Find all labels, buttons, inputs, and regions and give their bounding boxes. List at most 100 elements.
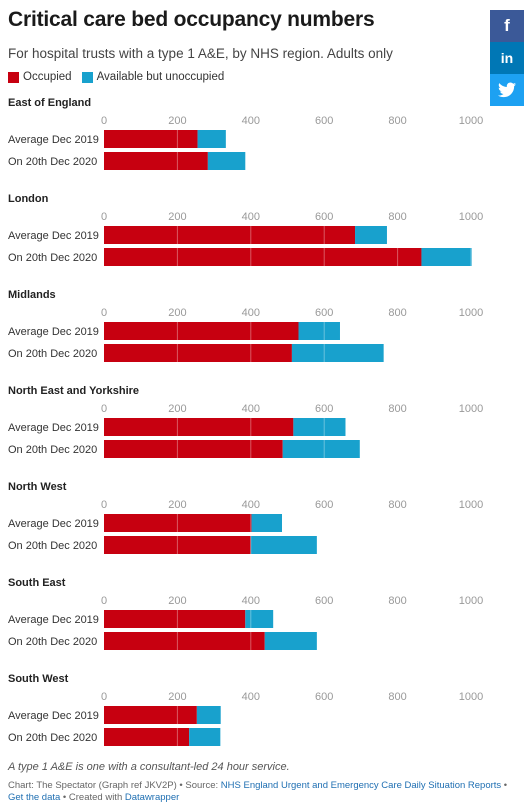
linkedin-icon: in xyxy=(500,50,514,66)
bar-available-south-east-1 xyxy=(264,632,317,650)
tick-label-south-east-400: 400 xyxy=(242,595,260,607)
chart-credits: Chart: The Spectator (Graph ref JKV2P) •… xyxy=(8,780,513,804)
tick-label-east-of-england-1000: 1000 xyxy=(459,115,483,127)
bar-occupied-south-east-1 xyxy=(104,632,265,650)
tick-label-south-east-600: 600 xyxy=(315,595,333,607)
tick-label-south-west-400: 400 xyxy=(242,691,260,703)
tick-label-midlands-1000: 1000 xyxy=(459,307,483,319)
tick-label-east-of-england-800: 800 xyxy=(388,115,406,127)
credit-chart: Chart: The Spectator (Graph ref JKV2P) •… xyxy=(8,780,221,791)
bar-occupied-midlands-0 xyxy=(104,322,299,340)
panel-title-london: London xyxy=(8,193,49,205)
tick-label-south-west-0: 0 xyxy=(101,691,107,703)
bar-available-midlands-0 xyxy=(298,322,340,340)
bar-available-south-west-1 xyxy=(189,728,221,746)
row-label-london-1: On 20th Dec 2020 xyxy=(8,252,97,264)
bar-occupied-south-east-0 xyxy=(104,610,246,628)
bar-occupied-east-of-england-0 xyxy=(104,130,198,148)
tick-label-north-east-and-yorkshire-1000: 1000 xyxy=(459,403,483,415)
row-label-south-east-0: Average Dec 2019 xyxy=(8,614,99,626)
bar-available-london-0 xyxy=(355,226,387,244)
tick-label-london-400: 400 xyxy=(242,211,260,223)
facebook-share-button[interactable]: f xyxy=(490,10,524,42)
tick-label-midlands-800: 800 xyxy=(388,307,406,319)
credit-created: • Created with xyxy=(60,792,125,803)
bar-available-north-east-and-yorkshire-1 xyxy=(282,440,360,458)
bar-occupied-east-of-england-1 xyxy=(104,152,208,170)
tick-label-north-east-and-yorkshire-0: 0 xyxy=(101,403,107,415)
legend-swatch-occupied xyxy=(8,71,19,83)
tick-label-north-east-and-yorkshire-800: 800 xyxy=(388,403,406,415)
tick-label-east-of-england-600: 600 xyxy=(315,115,333,127)
legend: Occupied Available but unoccupied xyxy=(8,71,234,83)
bar-available-north-west-0 xyxy=(251,514,282,532)
bar-available-north-west-1 xyxy=(250,536,317,554)
twitter-icon xyxy=(498,82,516,98)
tick-label-south-west-1000: 1000 xyxy=(459,691,483,703)
chart-area: East of England 0 200 400 600 800 1000 Average … xyxy=(8,97,483,746)
bar-occupied-midlands-1 xyxy=(104,344,292,362)
tick-label-london-600: 600 xyxy=(315,211,333,223)
legend-item-occupied: Occupied xyxy=(8,71,72,83)
bar-available-midlands-1 xyxy=(291,344,384,362)
tick-label-london-1000: 1000 xyxy=(459,211,483,223)
panel-title-north-west: North West xyxy=(8,481,67,493)
legend-swatch-available xyxy=(81,71,93,83)
bar-occupied-south-west-0 xyxy=(104,706,197,724)
bar-available-north-east-and-yorkshire-0 xyxy=(293,418,346,436)
chart-title: Critical care bed occupancy numbers xyxy=(8,8,375,31)
tick-label-midlands-200: 200 xyxy=(168,307,186,319)
row-label-london-0: Average Dec 2019 xyxy=(8,230,99,242)
row-label-midlands-1: On 20th Dec 2020 xyxy=(8,348,97,360)
tick-label-south-east-800: 800 xyxy=(388,595,406,607)
bar-occupied-south-west-1 xyxy=(104,728,190,746)
tick-label-north-west-1000: 1000 xyxy=(459,499,483,511)
credit-sep: • xyxy=(501,780,508,791)
tick-label-north-east-and-yorkshire-400: 400 xyxy=(242,403,260,415)
row-label-midlands-0: Average Dec 2019 xyxy=(8,326,99,338)
linkedin-share-button[interactable]: in xyxy=(490,42,524,74)
bar-occupied-north-west-0 xyxy=(104,514,252,532)
tick-label-north-west-200: 200 xyxy=(168,499,186,511)
row-label-east-of-england-0: Average Dec 2019 xyxy=(8,134,99,146)
panel-title-midlands: Midlands xyxy=(8,289,56,301)
twitter-share-button[interactable] xyxy=(490,74,524,106)
datawrapper-link[interactable]: Datawrapper xyxy=(124,792,180,803)
row-label-north-west-0: Average Dec 2019 xyxy=(8,518,99,530)
bar-occupied-london-1 xyxy=(104,248,422,266)
tick-label-east-of-england-200: 200 xyxy=(168,115,186,127)
tick-label-london-0: 0 xyxy=(101,211,107,223)
tick-label-north-west-400: 400 xyxy=(242,499,260,511)
tick-label-north-west-800: 800 xyxy=(388,499,406,511)
tick-label-north-east-and-yorkshire-600: 600 xyxy=(315,403,333,415)
tick-label-north-west-0: 0 xyxy=(101,499,107,511)
bar-available-east-of-england-1 xyxy=(207,152,246,170)
tick-label-south-east-200: 200 xyxy=(168,595,186,607)
get-data-link[interactable]: Get the data xyxy=(8,792,61,803)
legend-item-available: Available but unoccupied xyxy=(81,71,225,83)
bar-occupied-north-east-and-yorkshire-0 xyxy=(104,418,294,436)
tick-label-south-east-1000: 1000 xyxy=(459,595,483,607)
source-link[interactable]: NHS England Urgent and Emergency Care Da… xyxy=(220,780,502,791)
chart-subtitle: For hospital trusts with a type 1 A&E, b… xyxy=(8,46,393,61)
tick-label-midlands-600: 600 xyxy=(315,307,333,319)
row-label-south-west-1: On 20th Dec 2020 xyxy=(8,732,97,744)
tick-label-south-west-800: 800 xyxy=(388,691,406,703)
tick-label-north-east-and-yorkshire-200: 200 xyxy=(168,403,186,415)
panel-title-south-east: South East xyxy=(8,577,66,589)
chart-footnote: A type 1 A&E is one with a consultant-le… xyxy=(8,761,290,773)
bar-occupied-north-east-and-yorkshire-1 xyxy=(104,440,283,458)
legend-label-available: Available but unoccupied xyxy=(96,71,225,83)
tick-label-east-of-england-400: 400 xyxy=(242,115,260,127)
tick-label-south-east-0: 0 xyxy=(101,595,107,607)
panel-title-south-west: South West xyxy=(8,673,69,685)
tick-label-london-200: 200 xyxy=(168,211,186,223)
tick-label-south-west-600: 600 xyxy=(315,691,333,703)
bar-occupied-north-west-1 xyxy=(104,536,251,554)
row-label-north-west-1: On 20th Dec 2020 xyxy=(8,540,97,552)
tick-label-midlands-400: 400 xyxy=(242,307,260,319)
row-label-north-east-and-yorkshire-0: Average Dec 2019 xyxy=(8,422,99,434)
bar-available-east-of-england-0 xyxy=(197,130,226,148)
bar-occupied-london-0 xyxy=(104,226,356,244)
tick-label-east-of-england-0: 0 xyxy=(101,115,107,127)
